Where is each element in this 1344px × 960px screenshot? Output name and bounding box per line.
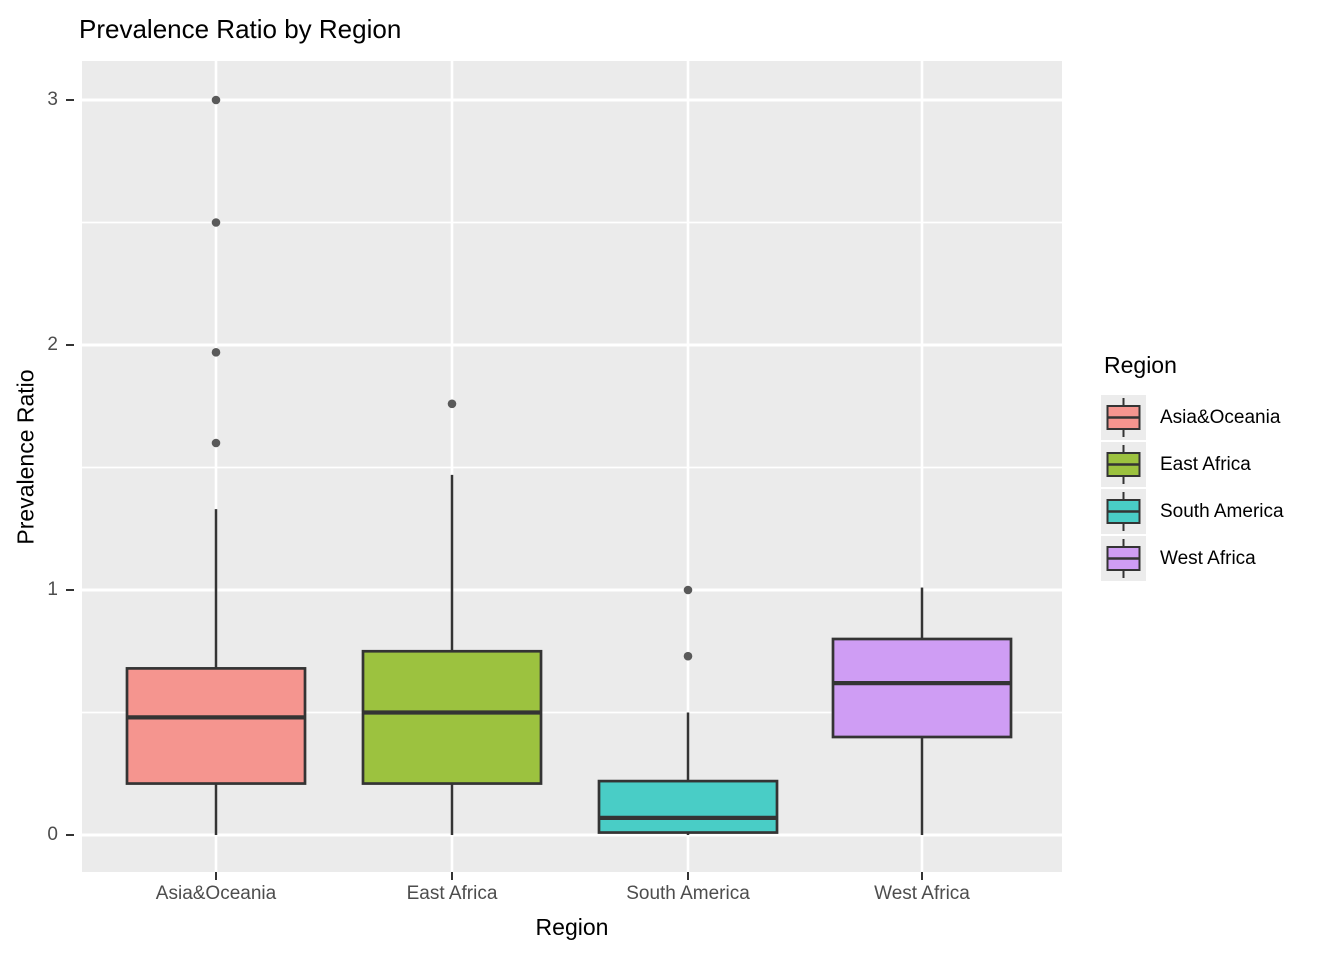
outlier-point-asia-oceania: [211, 95, 221, 105]
y-tick-mark: [66, 833, 74, 837]
x-tick-mark: [214, 872, 218, 880]
plot-canvas: [82, 61, 1062, 872]
legend-entry-east-africa: East Africa: [1101, 441, 1284, 488]
outlier-point-south-america: [683, 651, 693, 661]
y-tick-mark: [66, 98, 74, 102]
legend-entry-label: East Africa: [1160, 453, 1251, 475]
legend-key-boxplot-icon: [1101, 489, 1146, 534]
x-tick-label: East Africa: [406, 883, 498, 904]
plot-panel: [82, 61, 1062, 872]
y-tick-label: 2: [47, 334, 58, 355]
x-tick-label: Asia&Oceania: [155, 883, 277, 904]
outlier-point-east-africa: [447, 399, 457, 409]
box-asia-oceania: [125, 667, 307, 785]
legend-entries: Asia&Oceania East Africa South America West…: [1101, 394, 1284, 582]
y-tick-mark: [66, 343, 74, 347]
chart-title: Prevalence Ratio by Region: [79, 14, 402, 44]
legend-entry-south-america: South America: [1101, 488, 1284, 535]
y-tick-label: 0: [47, 824, 58, 845]
x-tick-mark: [686, 872, 690, 880]
box-west-africa: [831, 637, 1013, 739]
box-east-africa: [361, 649, 543, 785]
x-axis-title: Region: [535, 914, 609, 940]
box-south-america: [597, 779, 779, 834]
y-tick-label: 1: [47, 579, 58, 600]
y-tick-mark: [66, 588, 74, 592]
outlier-point-south-america: [683, 585, 693, 595]
outlier-point-asia-oceania: [211, 438, 221, 448]
legend-entry-label: South America: [1160, 500, 1284, 522]
outlier-point-asia-oceania: [211, 348, 221, 357]
x-tick-label: South America: [626, 883, 750, 904]
legend-entry-label: Asia&Oceania: [1160, 406, 1281, 428]
legend-entry-label: West Africa: [1160, 547, 1256, 569]
legend-key-boxplot-icon: [1101, 442, 1146, 487]
legend-title: Region: [1104, 352, 1177, 378]
legend-entry-asia-oceania: Asia&Oceania: [1101, 394, 1284, 441]
legend-key-boxplot-icon: [1101, 536, 1146, 581]
x-tick-label: West Africa: [874, 883, 970, 904]
y-tick-label: 3: [47, 89, 58, 110]
y-axis-title: Prevalence Ratio: [12, 369, 39, 545]
x-tick-mark: [920, 872, 924, 880]
x-tick-mark: [450, 872, 454, 880]
outlier-point-asia-oceania: [211, 218, 221, 227]
legend-entry-west-africa: West Africa: [1101, 535, 1284, 582]
legend-key-boxplot-icon: [1101, 395, 1146, 440]
legend: Region Asia&Oceania East Africa South Amer…: [1101, 352, 1284, 582]
